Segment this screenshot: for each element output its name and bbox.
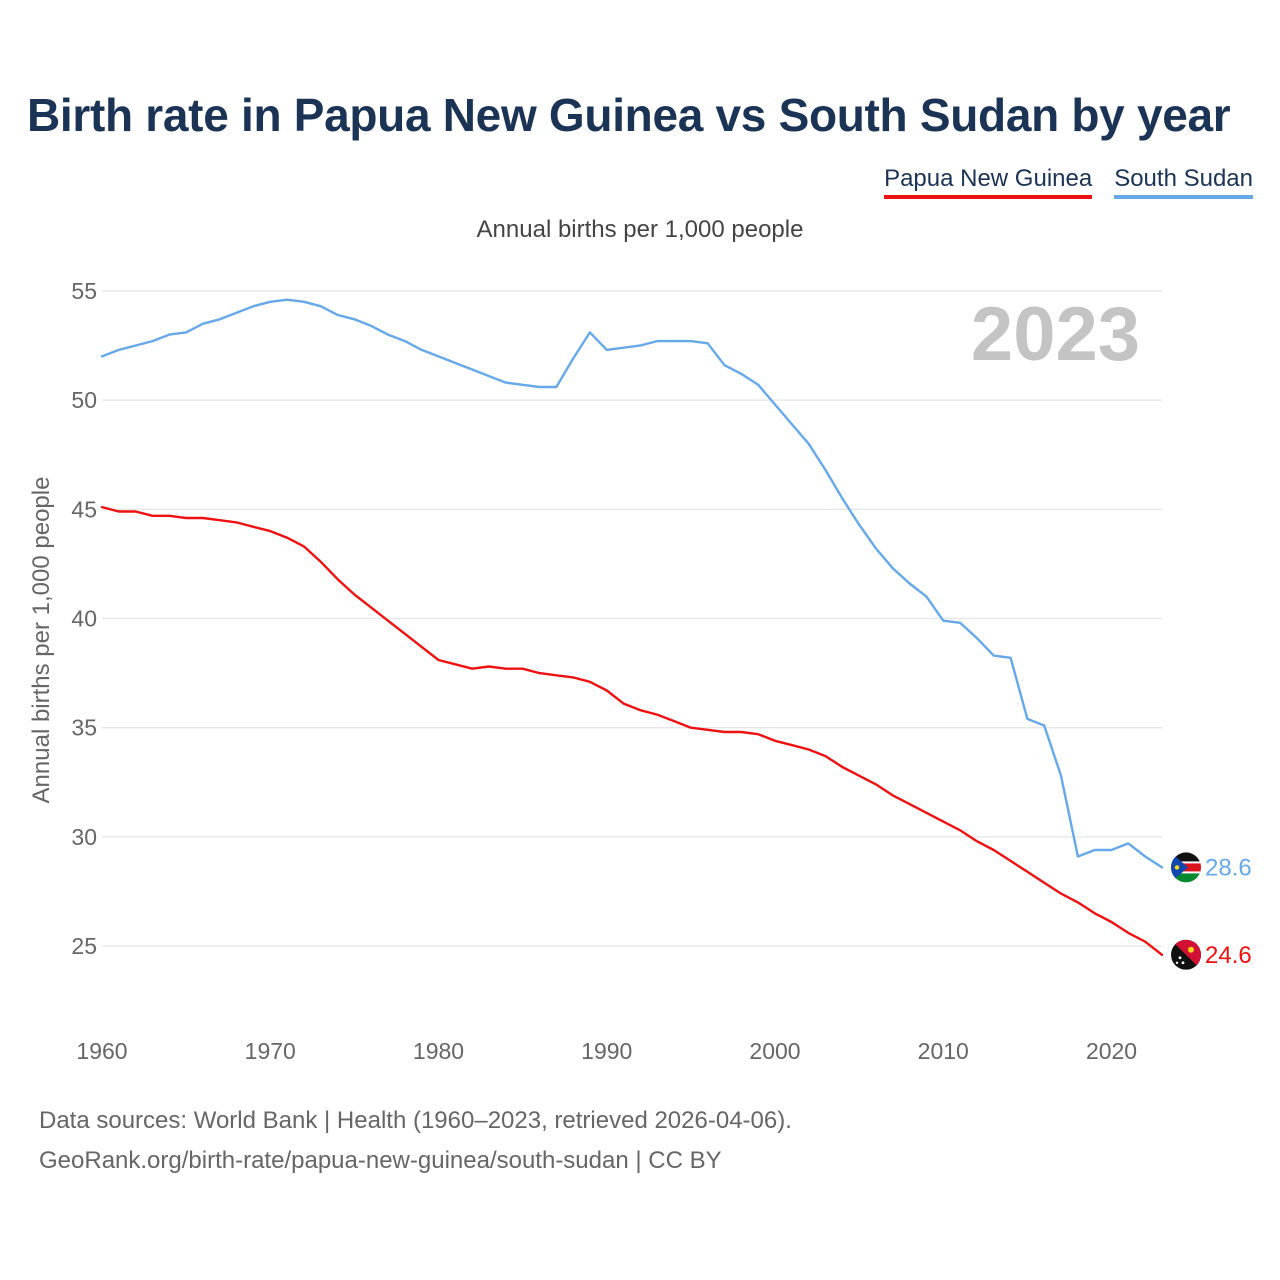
y-axis-ticks: 25 30 35 40 45 50 55 <box>71 278 97 959</box>
x-tick-label: 2000 <box>749 1038 800 1064</box>
series-layer <box>100 298 1164 956</box>
y-tick-label: 55 <box>71 278 97 304</box>
x-tick-label: 1990 <box>581 1038 632 1064</box>
legend-item-papua-new-guinea[interactable]: Papua New Guinea <box>884 165 1093 199</box>
x-tick-label: 2010 <box>918 1038 969 1064</box>
y-tick-label: 50 <box>71 387 97 413</box>
x-tick-label: 1960 <box>76 1038 127 1064</box>
series-line-south-sudan <box>100 298 1164 869</box>
y-tick-label: 40 <box>71 605 97 631</box>
chart-subtitle: Annual births per 1,000 people <box>476 216 804 243</box>
legend-item-south-sudan[interactable]: South Sudan <box>1114 165 1253 199</box>
x-tick-label: 2020 <box>1086 1038 1137 1064</box>
y-tick-label: 30 <box>71 824 97 850</box>
grid-layer <box>102 290 1162 947</box>
y-tick-label: 25 <box>71 933 97 959</box>
chart-title: Birth rate in Papua New Guinea vs South … <box>27 89 1231 141</box>
y-tick-label: 45 <box>71 496 97 522</box>
source-url[interactable]: GeoRank.org/birth-rate/papua-new-guinea/… <box>39 1147 722 1174</box>
south-sudan-flag-icon <box>1171 852 1201 883</box>
end-value-label: 24.6 <box>1205 942 1252 969</box>
data-source-note: Data sources: World Bank | Health (1960–… <box>39 1107 792 1134</box>
end-value-label: 28.6 <box>1205 854 1252 881</box>
series-line-papua-new-guinea <box>100 505 1164 956</box>
x-axis-ticks: 1960 1970 1980 1990 2000 2010 2020 <box>76 1038 1137 1064</box>
x-tick-label: 1970 <box>245 1038 296 1064</box>
y-tick-label: 35 <box>71 715 97 741</box>
papua-new-guinea-flag-icon <box>1171 939 1201 970</box>
end-markers: 24.6 28.6 <box>1171 852 1252 970</box>
chart-legend: Papua New Guinea South Sudan <box>884 165 1253 199</box>
year-watermark: 2023 <box>971 292 1140 377</box>
x-tick-label: 1980 <box>413 1038 464 1064</box>
